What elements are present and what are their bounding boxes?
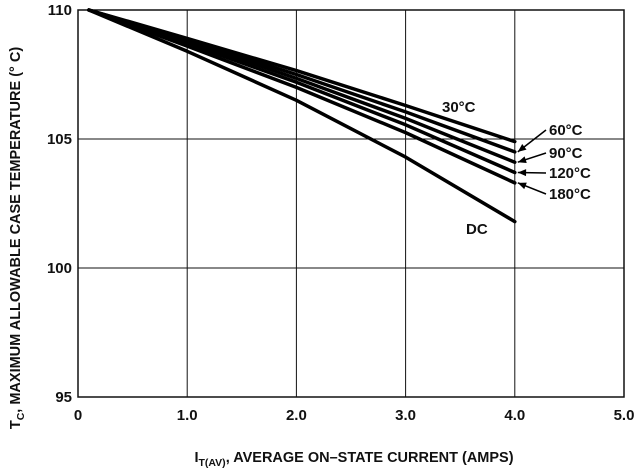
- plot-frame: [77, 9, 625, 398]
- series-lines: [87, 8, 517, 224]
- series-label: DC: [466, 221, 488, 238]
- arrowhead: [517, 156, 527, 163]
- x-tick-label: 4.0: [504, 407, 525, 424]
- y-tick-label: 105: [47, 131, 72, 148]
- x-tick-label: 2.0: [286, 407, 307, 424]
- series-labels: 30°C 60°C 90°C 120°C 180°C DC: [442, 99, 591, 238]
- y-tick-label: 95: [55, 389, 72, 406]
- series-label: 180°C: [549, 186, 591, 203]
- arrowhead: [517, 144, 527, 152]
- series-line: [87, 8, 517, 185]
- arrowhead: [517, 182, 527, 190]
- x-axis-title: IT(AV), AVERAGE ON–STATE CURRENT (AMPS): [194, 450, 513, 469]
- x-tick-label: 5.0: [614, 407, 635, 424]
- series-label: 60°C: [549, 122, 583, 139]
- y-axis-title: TC, MAXIMUM ALLOWABLE CASE TEMPERATURE (…: [8, 47, 27, 429]
- y-tick-labels: 95 100 105 110: [47, 2, 72, 406]
- series-line: [87, 8, 517, 224]
- series-label: 120°C: [549, 165, 591, 182]
- grid: [77, 9, 625, 398]
- x-tick-labels: 0 1.0 2.0 3.0 4.0 5.0: [74, 407, 635, 424]
- series-label: 90°C: [549, 145, 583, 162]
- x-tick-label: 1.0: [177, 407, 198, 424]
- y-tick-label: 100: [47, 260, 72, 277]
- x-tick-label: 0: [74, 407, 82, 424]
- arrowhead: [517, 169, 527, 177]
- y-tick-label: 110: [48, 2, 72, 19]
- x-tick-label: 3.0: [395, 407, 416, 424]
- series-label: 30°C: [442, 99, 476, 116]
